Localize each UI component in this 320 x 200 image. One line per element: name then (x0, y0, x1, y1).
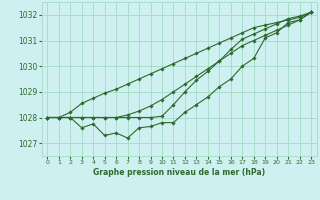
X-axis label: Graphe pression niveau de la mer (hPa): Graphe pression niveau de la mer (hPa) (93, 168, 265, 177)
